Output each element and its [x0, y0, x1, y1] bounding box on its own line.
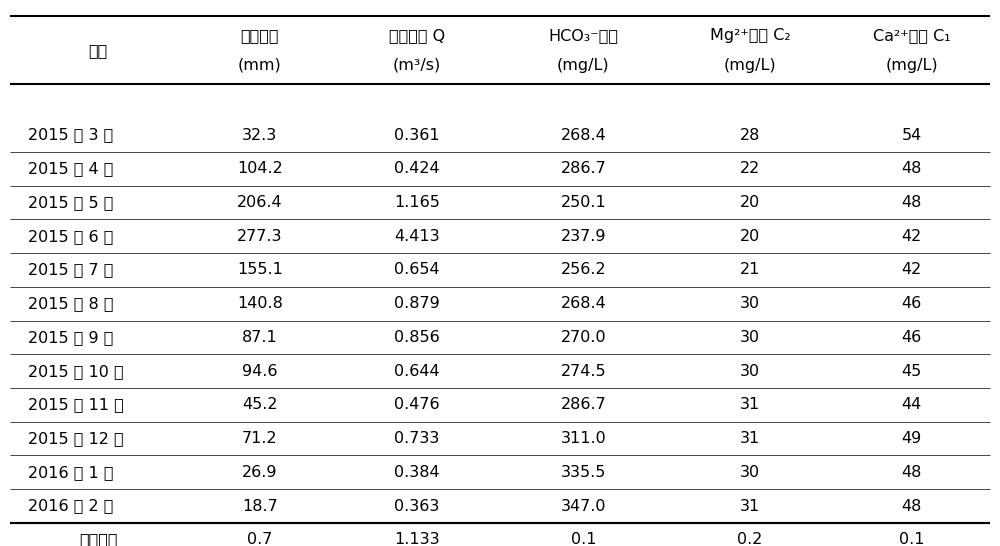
Text: (mg/L): (mg/L) — [724, 58, 776, 73]
Text: 268.4: 268.4 — [560, 128, 606, 143]
Text: 2015 年 10 月: 2015 年 10 月 — [28, 364, 123, 379]
Text: 30: 30 — [740, 465, 760, 480]
Text: 48: 48 — [901, 161, 922, 176]
Text: 49: 49 — [901, 431, 922, 446]
Text: 30: 30 — [740, 296, 760, 311]
Text: 21: 21 — [740, 263, 760, 277]
Text: HCO₃⁻浓度: HCO₃⁻浓度 — [548, 28, 618, 43]
Text: 42: 42 — [901, 229, 922, 244]
Text: 274.5: 274.5 — [560, 364, 606, 379]
Text: 30: 30 — [740, 330, 760, 345]
Text: (mg/L): (mg/L) — [557, 58, 610, 73]
Text: 0.361: 0.361 — [394, 128, 440, 143]
Text: 2015 年 12 月: 2015 年 12 月 — [28, 431, 123, 446]
Text: Mg²⁺浓度 C₂: Mg²⁺浓度 C₂ — [710, 28, 790, 43]
Text: 87.1: 87.1 — [242, 330, 278, 345]
Text: 104.2: 104.2 — [237, 161, 283, 176]
Text: 0.644: 0.644 — [394, 364, 440, 379]
Text: 71.2: 71.2 — [242, 431, 278, 446]
Text: 206.4: 206.4 — [237, 195, 283, 210]
Text: 31: 31 — [740, 498, 760, 514]
Text: 311.0: 311.0 — [560, 431, 606, 446]
Text: 20: 20 — [740, 195, 760, 210]
Text: 22: 22 — [740, 161, 760, 176]
Text: 2016 年 2 月: 2016 年 2 月 — [28, 498, 113, 514]
Text: 335.5: 335.5 — [561, 465, 606, 480]
Text: 0.476: 0.476 — [394, 397, 440, 412]
Text: 31: 31 — [740, 397, 760, 412]
Text: 20: 20 — [740, 229, 760, 244]
Text: 18.7: 18.7 — [242, 498, 278, 514]
Text: 月降雨量: 月降雨量 — [241, 28, 279, 43]
Text: 268.4: 268.4 — [560, 296, 606, 311]
Text: 2015 年 3 月: 2015 年 3 月 — [28, 128, 113, 143]
Text: 54: 54 — [901, 128, 922, 143]
Text: 46: 46 — [901, 330, 922, 345]
Text: 250.1: 250.1 — [560, 195, 606, 210]
Text: 2016 年 1 月: 2016 年 1 月 — [28, 465, 113, 480]
Text: 2015 年 4 月: 2015 年 4 月 — [28, 161, 113, 176]
Text: 0.879: 0.879 — [394, 296, 440, 311]
Text: 月均流量 Q: 月均流量 Q — [389, 28, 445, 43]
Text: 2015 年 8 月: 2015 年 8 月 — [28, 296, 113, 311]
Text: 28: 28 — [740, 128, 760, 143]
Text: 0.856: 0.856 — [394, 330, 440, 345]
Text: 45.2: 45.2 — [242, 397, 278, 412]
Text: 0.1: 0.1 — [899, 532, 924, 546]
Text: 0.7: 0.7 — [247, 532, 273, 546]
Text: (m³/s): (m³/s) — [393, 58, 441, 73]
Text: 4.413: 4.413 — [394, 229, 440, 244]
Text: 286.7: 286.7 — [560, 397, 606, 412]
Text: 2015 年 7 月: 2015 年 7 月 — [28, 263, 113, 277]
Text: 42: 42 — [901, 263, 922, 277]
Text: Ca²⁺浓度 C₁: Ca²⁺浓度 C₁ — [873, 28, 950, 43]
Text: 48: 48 — [901, 498, 922, 514]
Text: 0.424: 0.424 — [394, 161, 440, 176]
Text: 0.2: 0.2 — [737, 532, 763, 546]
Text: 140.8: 140.8 — [237, 296, 283, 311]
Text: 46: 46 — [901, 296, 922, 311]
Text: 48: 48 — [901, 465, 922, 480]
Text: 44: 44 — [901, 397, 922, 412]
Text: 94.6: 94.6 — [242, 364, 278, 379]
Text: 237.9: 237.9 — [561, 229, 606, 244]
Text: 2015 年 6 月: 2015 年 6 月 — [28, 229, 113, 244]
Text: (mg/L): (mg/L) — [885, 58, 938, 73]
Text: 277.3: 277.3 — [237, 229, 283, 244]
Text: 0.654: 0.654 — [394, 263, 440, 277]
Text: 2015 年 9 月: 2015 年 9 月 — [28, 330, 113, 345]
Text: 1.165: 1.165 — [394, 195, 440, 210]
Text: 1.133: 1.133 — [394, 532, 440, 546]
Text: 2015 年 11 月: 2015 年 11 月 — [28, 397, 123, 412]
Text: 26.9: 26.9 — [242, 465, 278, 480]
Text: 2015 年 5 月: 2015 年 5 月 — [28, 195, 113, 210]
Text: 0.363: 0.363 — [394, 498, 439, 514]
Text: 变差系数: 变差系数 — [79, 532, 117, 546]
Text: 月份: 月份 — [89, 43, 108, 58]
Text: 45: 45 — [901, 364, 922, 379]
Text: 286.7: 286.7 — [560, 161, 606, 176]
Text: 31: 31 — [740, 431, 760, 446]
Text: 30: 30 — [740, 364, 760, 379]
Text: 32.3: 32.3 — [242, 128, 278, 143]
Text: (mm): (mm) — [238, 58, 282, 73]
Text: 0.733: 0.733 — [394, 431, 439, 446]
Text: 0.1: 0.1 — [571, 532, 596, 546]
Text: 48: 48 — [901, 195, 922, 210]
Text: 155.1: 155.1 — [237, 263, 283, 277]
Text: 347.0: 347.0 — [561, 498, 606, 514]
Text: 256.2: 256.2 — [560, 263, 606, 277]
Text: 0.384: 0.384 — [394, 465, 440, 480]
Text: 270.0: 270.0 — [560, 330, 606, 345]
